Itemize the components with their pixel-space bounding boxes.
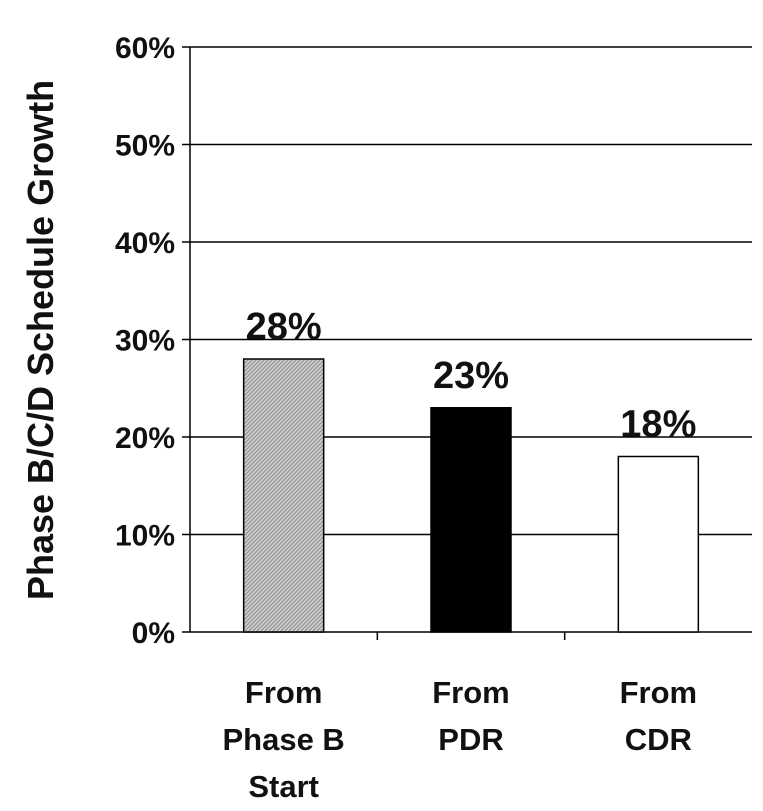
x-category-label: Phase B [222, 722, 344, 757]
y-tick-label: 50% [115, 130, 175, 163]
data-label: 18% [620, 404, 696, 446]
bar [242, 358, 325, 633]
y-tick-label: 60% [115, 32, 175, 65]
x-category-label: From [432, 675, 510, 710]
data-label: 23% [433, 355, 509, 397]
bars [242, 358, 700, 633]
x-category-label: CDR [625, 722, 692, 757]
labels: 0% 10% 20% 30% 40% 50% 60% 28% From Phase B Start 2… [115, 32, 697, 804]
data-label: 28% [246, 306, 322, 348]
x-category-label: PDR [438, 722, 503, 757]
y-tick-label: 10% [115, 520, 175, 553]
y-tick-label: 40% [115, 227, 175, 260]
y-tick-label: 30% [115, 325, 175, 358]
bar [617, 455, 700, 633]
x-category-label: From [620, 675, 698, 710]
y-tick-label: 0% [132, 617, 175, 650]
x-category-label: From [245, 675, 323, 710]
y-axis-title: Phase B/C/D Schedule Growth [20, 80, 61, 600]
bar [430, 407, 512, 633]
x-category-label: Start [248, 769, 319, 804]
y-tick-label: 20% [115, 422, 175, 455]
